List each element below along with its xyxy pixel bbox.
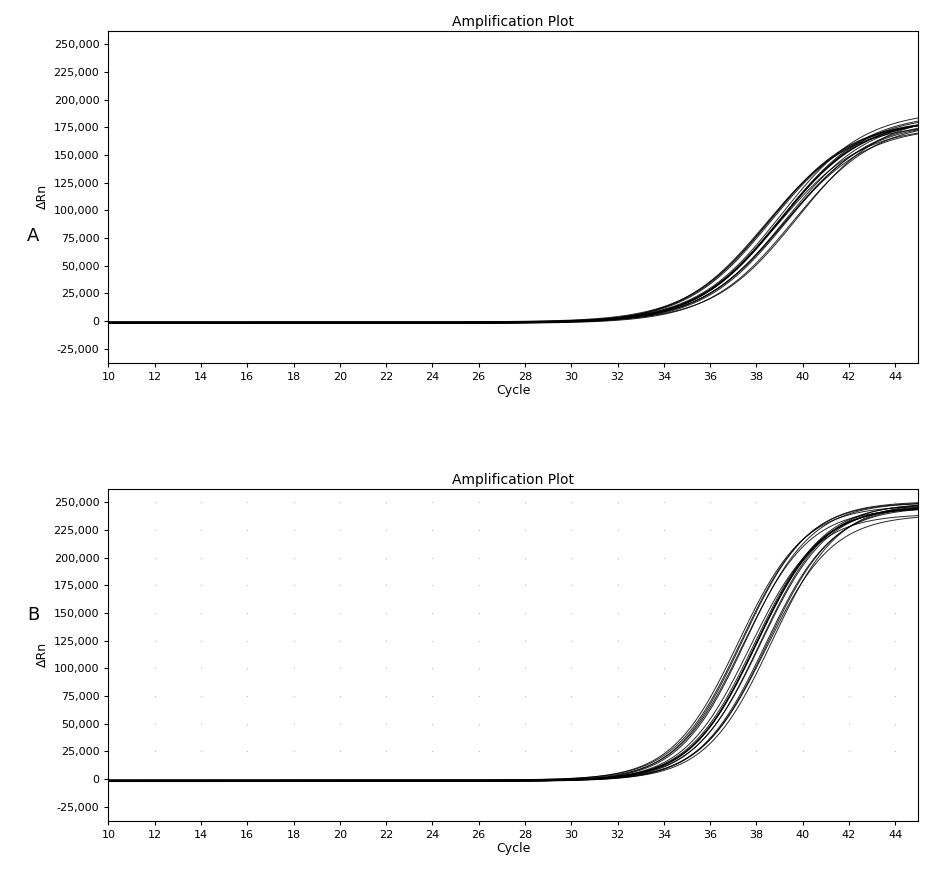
Title: Amplification Plot: Amplification Plot [452, 473, 575, 487]
Y-axis label: ΔRn: ΔRn [37, 642, 49, 667]
X-axis label: Cycle: Cycle [496, 842, 530, 856]
Title: Amplification Plot: Amplification Plot [452, 16, 575, 30]
Y-axis label: ΔRn: ΔRn [37, 184, 49, 210]
Text: A: A [26, 227, 40, 244]
X-axis label: Cycle: Cycle [496, 384, 530, 397]
Text: B: B [26, 607, 40, 624]
